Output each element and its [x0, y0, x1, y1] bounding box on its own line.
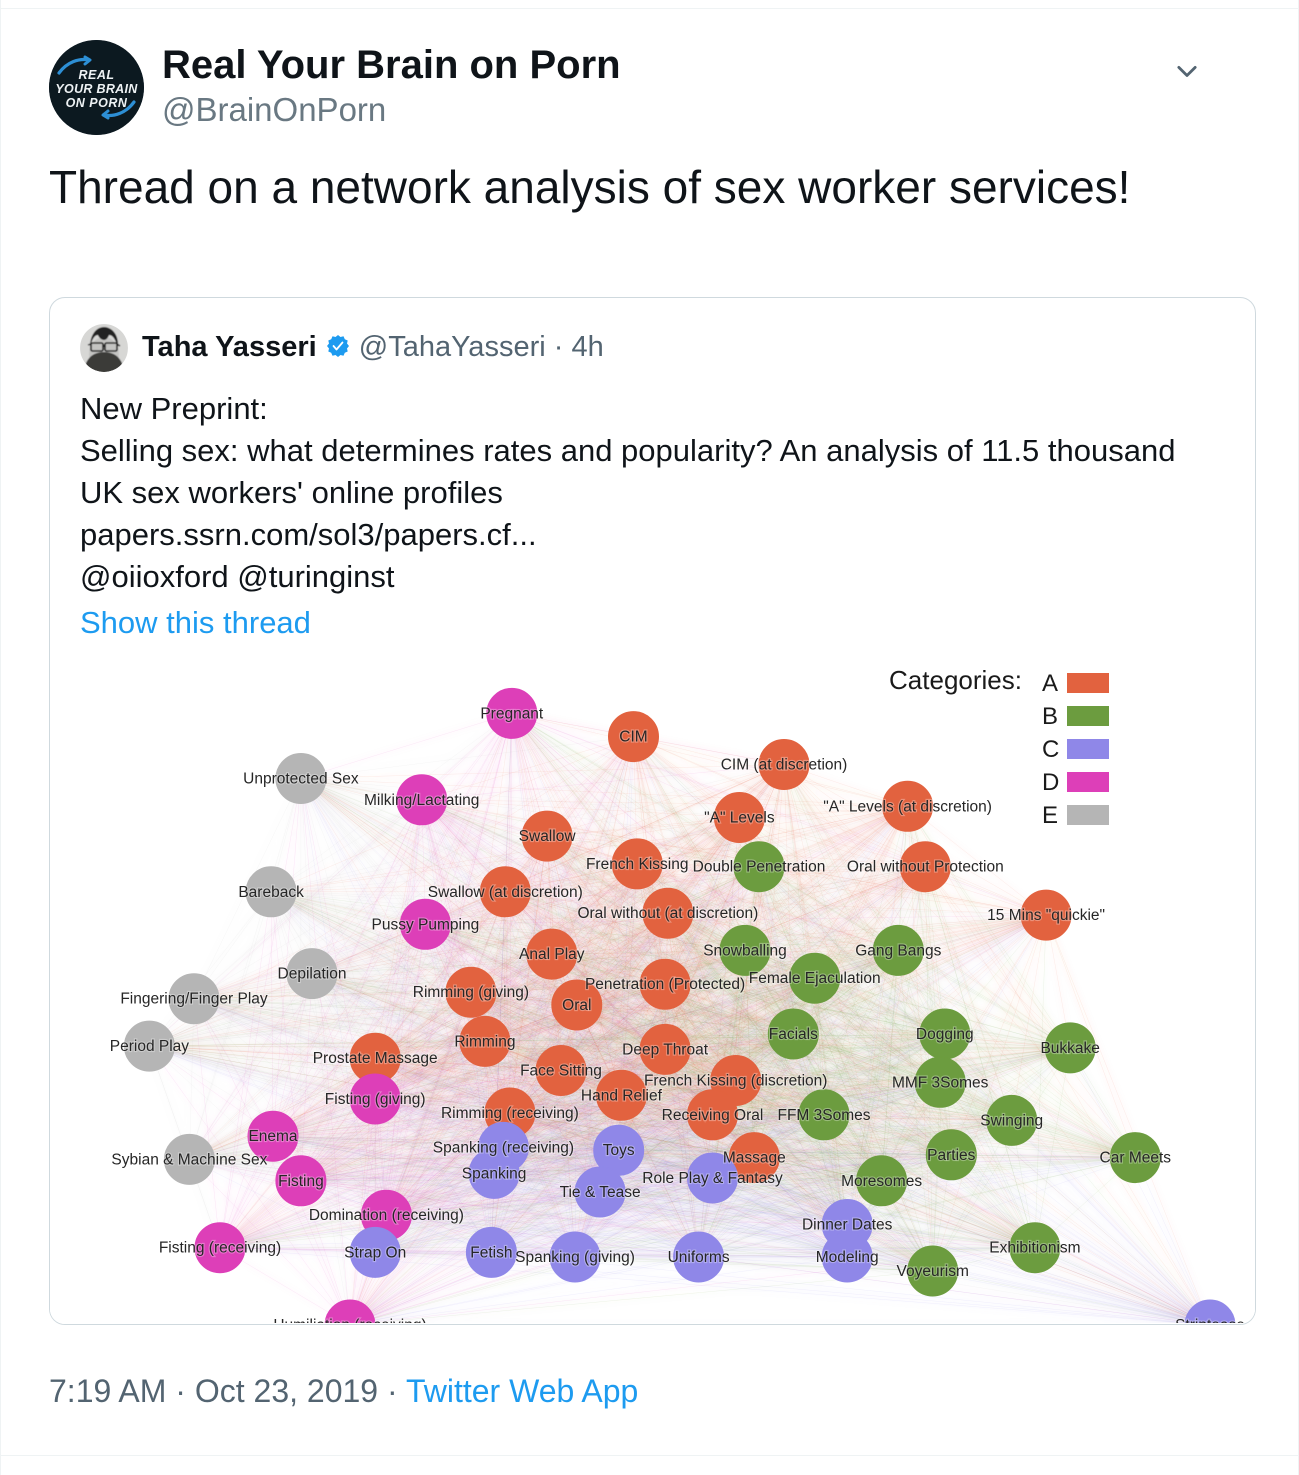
- svg-text:Enema: Enema: [248, 1128, 297, 1145]
- svg-text:Receiving Oral: Receiving Oral: [662, 1107, 764, 1124]
- svg-text:YOUR BRAIN: YOUR BRAIN: [55, 82, 138, 96]
- svg-text:Oral without Protection: Oral without Protection: [847, 859, 1004, 876]
- svg-text:Humiliation (receiving): Humiliation (receiving): [273, 1317, 426, 1323]
- svg-text:French Kissing: French Kissing: [586, 856, 689, 873]
- svg-text:Dinner Dates: Dinner Dates: [802, 1217, 893, 1234]
- svg-text:Pussy Pumping: Pussy Pumping: [372, 916, 480, 933]
- svg-text:Unprotected Sex: Unprotected Sex: [243, 771, 359, 788]
- svg-text:REAL: REAL: [78, 68, 114, 82]
- svg-text:"A" Levels (at discretion): "A" Levels (at discretion): [823, 798, 992, 815]
- svg-text:Fisting: Fisting: [278, 1173, 324, 1190]
- svg-text:Parties: Parties: [927, 1147, 975, 1164]
- svg-text:Deep Throat: Deep Throat: [622, 1041, 709, 1058]
- svg-text:Modeling: Modeling: [816, 1249, 879, 1266]
- svg-text:CIM: CIM: [619, 729, 647, 746]
- svg-text:Hand Relief: Hand Relief: [581, 1087, 663, 1104]
- svg-text:Domination (receiving): Domination (receiving): [309, 1207, 464, 1224]
- svg-text:FFM 3Somes: FFM 3Somes: [777, 1107, 870, 1124]
- svg-text:Anal Play: Anal Play: [519, 946, 585, 963]
- svg-text:Striptease: Striptease: [1175, 1317, 1245, 1323]
- svg-text:Swallow: Swallow: [519, 828, 577, 845]
- svg-text:Penetration (Protected): Penetration (Protected): [585, 976, 745, 993]
- svg-text:Rimming: Rimming: [454, 1033, 515, 1050]
- svg-text:Fingering/Finger Play: Fingering/Finger Play: [120, 991, 268, 1008]
- svg-text:Rimming (receiving): Rimming (receiving): [441, 1105, 579, 1122]
- svg-text:Gang Bangs: Gang Bangs: [855, 942, 941, 959]
- svg-text:Prostate Massage: Prostate Massage: [313, 1050, 438, 1067]
- svg-text:Moresomes: Moresomes: [841, 1173, 922, 1190]
- svg-text:Double Penetration: Double Penetration: [693, 859, 826, 876]
- svg-text:Tie & Tease: Tie & Tease: [560, 1184, 641, 1201]
- svg-text:C: C: [1042, 736, 1059, 763]
- svg-text:Strap On: Strap On: [344, 1244, 406, 1261]
- svg-text:Spanking (receiving): Spanking (receiving): [433, 1139, 574, 1156]
- svg-text:Depilation: Depilation: [278, 966, 347, 983]
- svg-text:Face Sitting: Face Sitting: [520, 1063, 602, 1080]
- svg-text:Milking/Lactating: Milking/Lactating: [364, 792, 479, 809]
- svg-text:Swallow (at discretion): Swallow (at discretion): [428, 884, 583, 901]
- svg-text:Voyeurism: Voyeurism: [897, 1263, 969, 1280]
- svg-text:Bareback: Bareback: [238, 884, 304, 901]
- svg-text:Massage: Massage: [723, 1150, 786, 1167]
- svg-text:Oral: Oral: [562, 997, 591, 1014]
- svg-text:Car Meets: Car Meets: [1100, 1150, 1172, 1167]
- svg-text:Sybian & Machine Sex: Sybian & Machine Sex: [111, 1151, 267, 1168]
- svg-text:CIM (at discretion): CIM (at discretion): [721, 757, 848, 774]
- svg-text:Spanking (giving): Spanking (giving): [515, 1249, 635, 1266]
- svg-text:Dogging: Dogging: [916, 1026, 974, 1043]
- svg-text:Period Play: Period Play: [110, 1038, 190, 1055]
- svg-text:Rimming (giving): Rimming (giving): [413, 984, 529, 1001]
- svg-text:Snowballing: Snowballing: [703, 942, 787, 959]
- svg-text:Spanking: Spanking: [462, 1165, 527, 1182]
- svg-text:Fisting (receiving): Fisting (receiving): [159, 1240, 281, 1257]
- svg-text:Fisting (giving): Fisting (giving): [325, 1091, 426, 1108]
- svg-text:Bukkake: Bukkake: [1040, 1040, 1099, 1057]
- svg-text:Exhibitionism: Exhibitionism: [989, 1240, 1080, 1257]
- svg-text:E: E: [1042, 802, 1058, 829]
- svg-text:15 Mins "quickie": 15 Mins "quickie": [987, 907, 1105, 924]
- svg-text:Uniforms: Uniforms: [668, 1249, 730, 1266]
- svg-text:French Kissing (discretion): French Kissing (discretion): [644, 1073, 827, 1090]
- svg-text:Categories:: Categories:: [889, 665, 1022, 695]
- svg-text:Female Ejaculation: Female Ejaculation: [749, 970, 881, 987]
- svg-text:Fetish: Fetish: [470, 1244, 512, 1261]
- svg-text:Facials: Facials: [769, 1026, 818, 1043]
- svg-text:D: D: [1042, 769, 1059, 796]
- svg-text:Swinging: Swinging: [980, 1112, 1043, 1129]
- svg-text:A: A: [1042, 670, 1058, 697]
- svg-text:MMF 3Somes: MMF 3Somes: [892, 1074, 989, 1091]
- svg-text:"A" Levels: "A" Levels: [704, 810, 775, 827]
- svg-text:ON PORN: ON PORN: [66, 96, 128, 110]
- svg-text:Pregnant: Pregnant: [480, 705, 544, 722]
- svg-text:Role Play & Fantasy: Role Play & Fantasy: [642, 1170, 783, 1187]
- svg-text:B: B: [1042, 703, 1058, 730]
- svg-text:Oral without (at discretion): Oral without (at discretion): [577, 905, 758, 922]
- svg-text:Toys: Toys: [603, 1142, 635, 1159]
